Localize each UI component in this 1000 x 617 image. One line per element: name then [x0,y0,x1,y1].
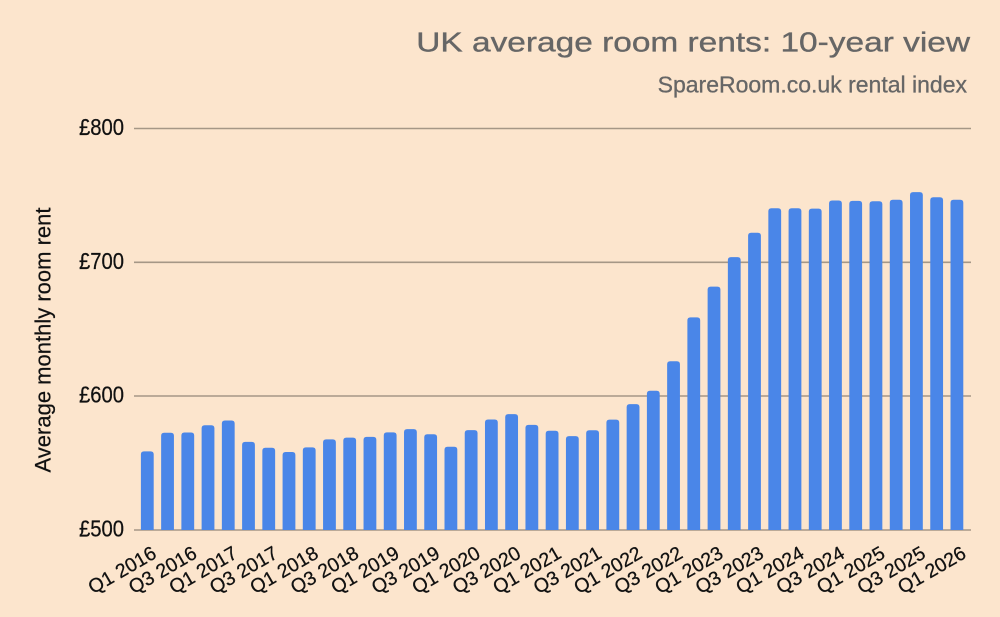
svg-text:SpareRoom.co.uk rental index: SpareRoom.co.uk rental index [658,72,968,98]
svg-text:£800: £800 [79,114,124,141]
svg-text:UK average room rents: 10-year: UK average room rents: 10-year view [416,27,971,58]
svg-text:Average monthly room rent: Average monthly room rent [31,208,56,473]
svg-text:£600: £600 [79,381,124,408]
svg-text:£700: £700 [79,248,124,275]
svg-text:£500: £500 [79,515,124,542]
